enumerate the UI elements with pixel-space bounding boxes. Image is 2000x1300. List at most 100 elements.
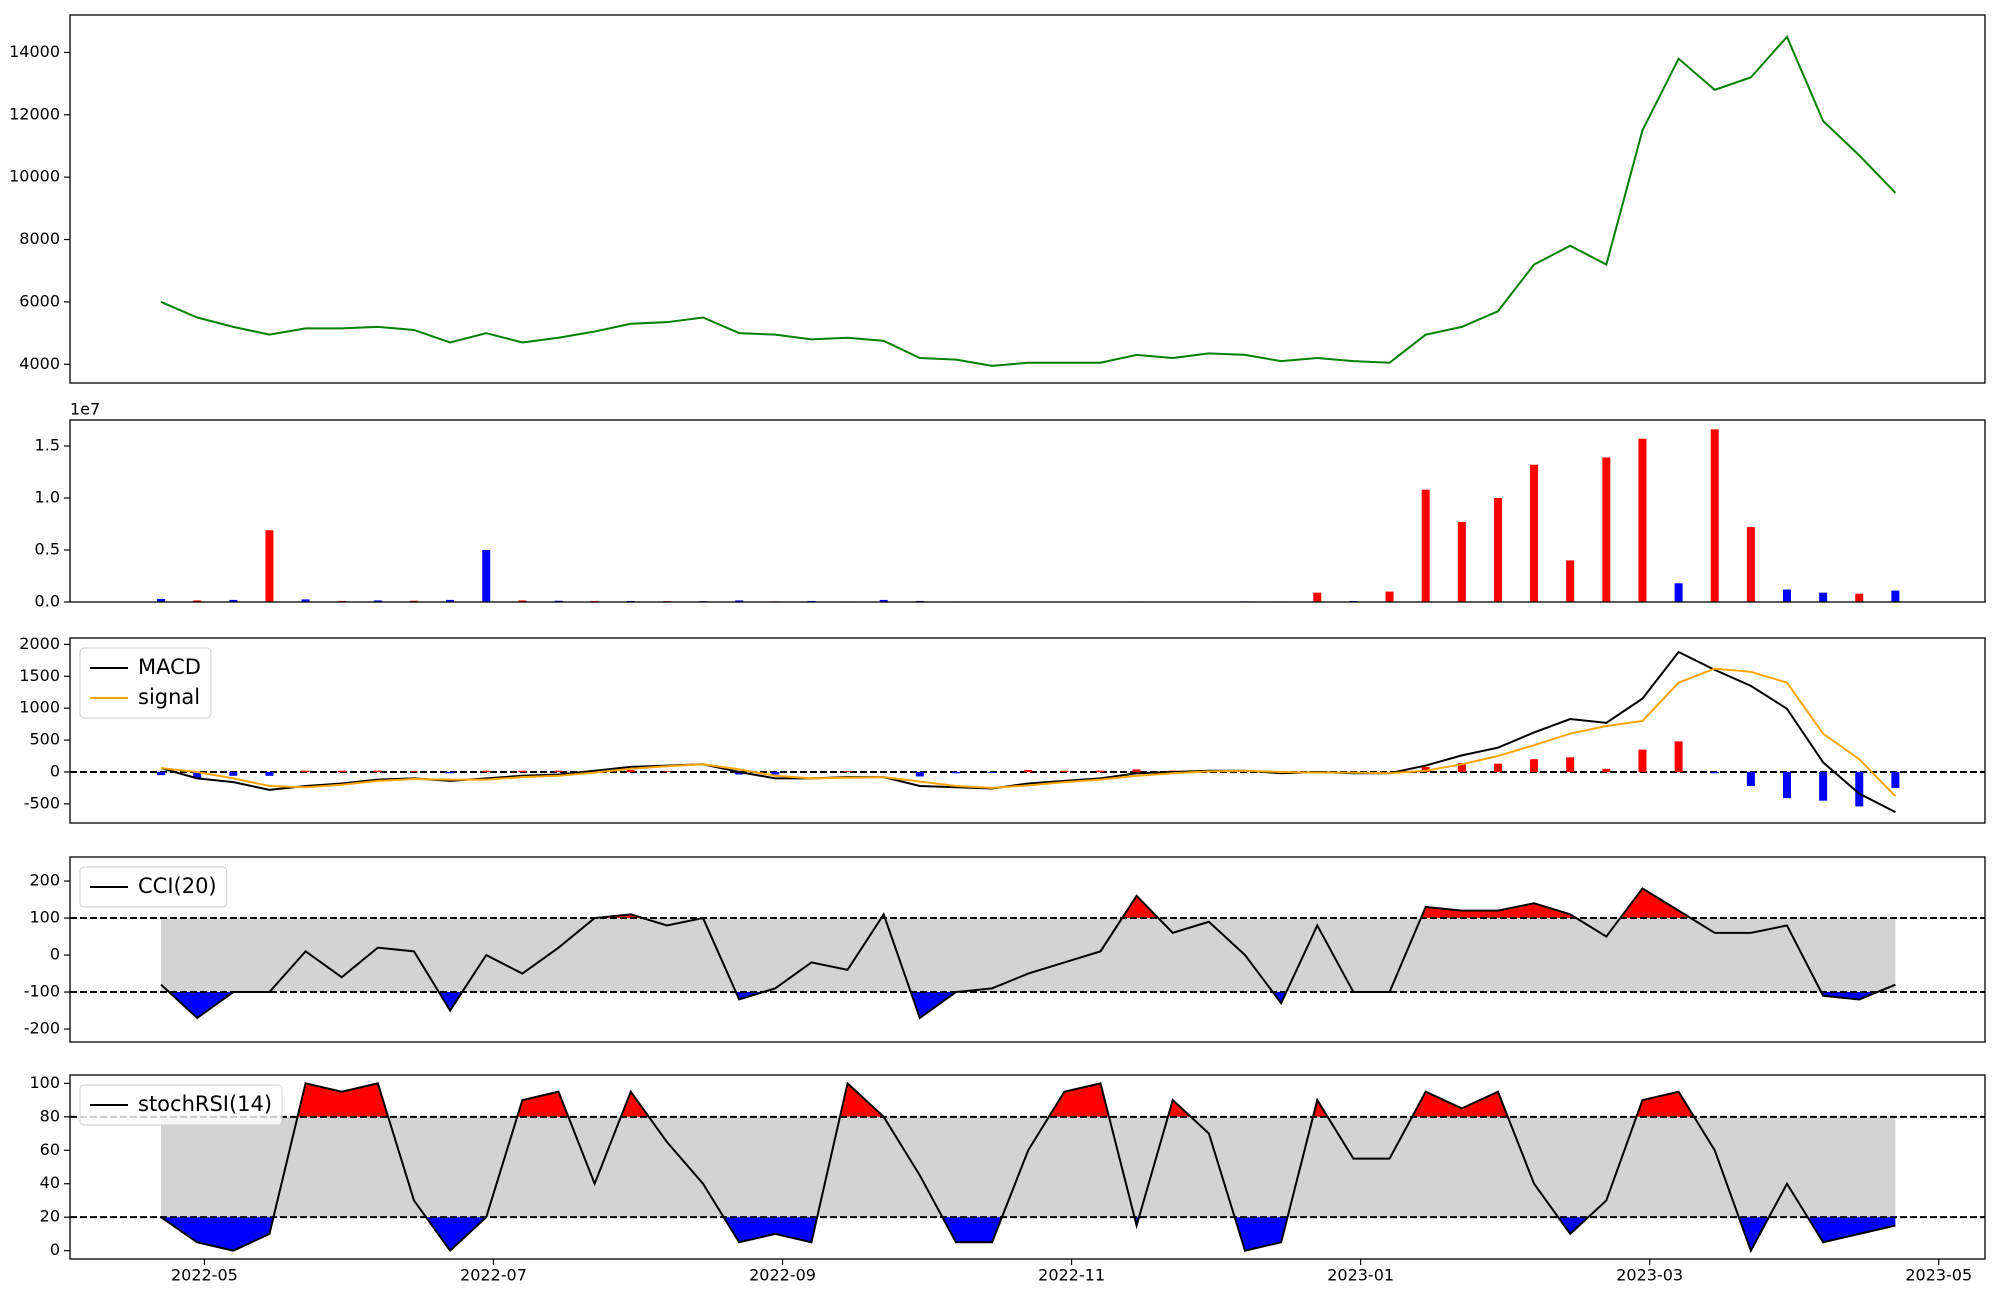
x-tick-label: 2022-05	[171, 1266, 238, 1285]
histogram-bar	[1096, 770, 1105, 772]
histogram-bar	[301, 770, 310, 772]
histogram-bar	[482, 770, 491, 772]
bar	[1457, 521, 1466, 602]
legend-label: stochRSI(14)	[138, 1092, 272, 1116]
y-tick-label: 1000	[19, 698, 60, 717]
legend: CCI(20)	[79, 866, 228, 908]
bar	[1819, 592, 1828, 602]
histogram-bar	[1855, 771, 1864, 807]
bar	[1638, 438, 1647, 602]
bar	[1782, 589, 1791, 602]
histogram-bar	[265, 771, 274, 776]
legend-label: CCI(20)	[138, 874, 217, 898]
bar	[1385, 591, 1394, 602]
bar	[482, 550, 491, 602]
histogram-bar	[554, 770, 563, 772]
plot-frame	[69, 419, 1986, 603]
bar	[1746, 527, 1755, 602]
x-tick-label: 2022-07	[460, 1266, 527, 1285]
bar	[446, 599, 455, 602]
x-tick-label: 2022-09	[749, 1266, 816, 1285]
histogram-bar	[1457, 763, 1466, 772]
series-line	[160, 887, 1896, 1020]
bar	[373, 600, 382, 602]
y-tick-label: 6000	[19, 291, 60, 310]
x-tick-label: 2023-03	[1616, 1266, 1683, 1285]
bar	[1493, 498, 1502, 602]
plot-frame	[69, 14, 1986, 384]
legend-label: signal	[138, 685, 200, 709]
x-tick-label: 2023-01	[1327, 1266, 1394, 1285]
histogram-bar	[1674, 741, 1683, 772]
y-tick-label: 4000	[19, 354, 60, 373]
histogram-bar	[373, 770, 382, 772]
bar	[1530, 464, 1539, 602]
histogram-bar	[1421, 766, 1430, 772]
histogram-bar	[915, 771, 924, 777]
series-line	[160, 1081, 1896, 1254]
legend-box	[79, 647, 212, 719]
histogram-bar	[843, 771, 852, 772]
histogram-bar	[1638, 749, 1647, 772]
y-tick-label: -200	[24, 1019, 60, 1038]
band	[161, 918, 1896, 993]
y-tick-label: -100	[24, 982, 60, 1001]
y-tick-label: 40	[40, 1173, 60, 1192]
y-tick-label: 20	[40, 1207, 60, 1226]
legend-box	[79, 866, 228, 908]
y-tick-label: 0.5	[35, 540, 60, 559]
x-tick-label: 2023-05	[1905, 1266, 1972, 1285]
bar	[157, 598, 166, 602]
histogram-bar	[446, 771, 455, 774]
y-tick-label: 8000	[19, 229, 60, 248]
bar	[1674, 583, 1683, 602]
bar	[1710, 429, 1719, 602]
x-tick-label: 2022-11	[1038, 1266, 1105, 1285]
histogram-bar	[229, 771, 238, 776]
bar	[1855, 593, 1864, 602]
y-tick-label: 10000	[9, 167, 60, 186]
bar	[1566, 560, 1575, 602]
y-tick-label: 2000	[19, 634, 60, 653]
y-tick-label: 1.0	[35, 488, 60, 507]
legend-box	[79, 1084, 283, 1126]
histogram-bar	[1602, 768, 1611, 772]
bar	[265, 530, 274, 602]
bar	[301, 599, 310, 602]
bar	[1602, 457, 1611, 602]
series-line	[160, 650, 1896, 814]
histogram-bar	[157, 771, 166, 776]
bar	[1891, 590, 1900, 602]
series-line	[160, 667, 1897, 797]
y-tick-label: 14000	[9, 42, 60, 61]
plot-frame	[69, 1074, 1986, 1260]
histogram-bar	[988, 771, 997, 773]
y-tick-label: 60	[40, 1140, 60, 1159]
histogram-bar	[735, 771, 744, 775]
histogram-bar	[337, 770, 346, 772]
histogram-bar	[951, 771, 960, 774]
legend: MACD signal	[79, 647, 212, 719]
histogram-bar	[1782, 771, 1791, 799]
bar	[1421, 489, 1430, 602]
plot-frame	[69, 637, 1986, 824]
histogram-bar	[771, 771, 780, 775]
y-tick-label: 100	[29, 908, 60, 927]
y-tick-label: 80	[40, 1106, 60, 1125]
histogram-bar	[1060, 770, 1069, 772]
bar	[229, 599, 238, 602]
histogram-bar	[662, 771, 671, 772]
histogram-bar	[1746, 771, 1755, 786]
histogram-bar	[1566, 757, 1575, 772]
histogram-bar	[1819, 771, 1828, 801]
histogram-bar	[626, 770, 635, 772]
series-line	[160, 34, 1897, 367]
legend-label: MACD	[138, 655, 201, 679]
y-tick-label: 12000	[9, 104, 60, 123]
y-tick-label: 0	[50, 761, 60, 780]
bar	[735, 600, 744, 602]
histogram-bar	[193, 771, 202, 779]
y-tick-label: -500	[24, 793, 60, 812]
histogram-bar	[1493, 763, 1502, 772]
